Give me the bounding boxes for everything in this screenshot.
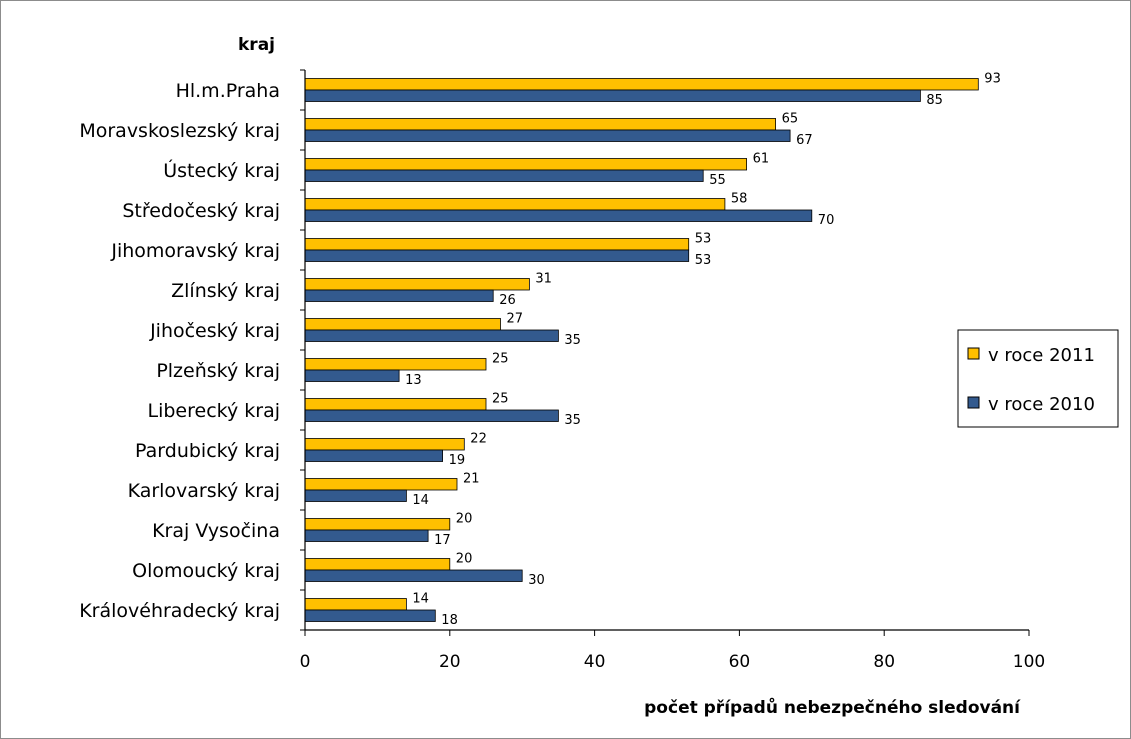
data-label: 19 <box>449 453 466 468</box>
data-label: 35 <box>564 333 581 348</box>
legend-swatch-2010 <box>967 396 980 409</box>
legend-box <box>957 329 1119 428</box>
category-label: Královéhradecký kraj <box>79 600 280 622</box>
bar-2011 <box>304 518 451 531</box>
category-label: Středočeský kraj <box>122 200 280 222</box>
data-label: 21 <box>463 472 480 487</box>
data-label: 26 <box>499 293 516 308</box>
legend-swatch-2011 <box>967 347 980 360</box>
data-label: 20 <box>456 512 473 527</box>
bar-2010 <box>304 89 921 102</box>
bar-2011 <box>304 398 487 411</box>
data-label: 55 <box>709 173 726 188</box>
bar-2010 <box>304 169 704 182</box>
x-axis-title: počet případů nebezpečného sledování <box>644 696 1021 718</box>
bar-2011 <box>304 558 451 571</box>
category-label: Ústecký kraj <box>163 158 280 182</box>
bar-2011 <box>304 358 487 371</box>
data-label: 13 <box>405 373 422 388</box>
bar-2010 <box>304 449 444 462</box>
category-label: Jihočeský kraj <box>149 320 280 342</box>
bar-2011 <box>304 118 777 131</box>
data-label: 85 <box>926 93 943 108</box>
data-label: 25 <box>492 352 509 367</box>
data-label: 93 <box>984 72 1001 87</box>
data-label: 53 <box>695 232 712 247</box>
bar-2011 <box>304 438 465 451</box>
data-label: 22 <box>470 432 487 447</box>
bar-2011 <box>304 198 726 211</box>
x-tick-label: 60 <box>729 652 751 672</box>
bar-2011 <box>304 158 748 171</box>
data-label: 27 <box>507 312 524 327</box>
bar-2010 <box>304 289 494 302</box>
bar-2010 <box>304 329 559 342</box>
data-label: 65 <box>782 112 799 127</box>
bar-2010 <box>304 369 400 382</box>
bar-2010 <box>304 529 429 542</box>
category-label: Moravskoslezský kraj <box>79 120 280 142</box>
x-tick-label: 40 <box>584 652 606 672</box>
category-label: Plzeňský kraj <box>156 360 280 382</box>
legend: v roce 2011 v roce 2010 <box>957 329 1119 428</box>
category-label: Hl.m.Praha <box>176 80 280 102</box>
data-label: 14 <box>412 493 429 508</box>
bar-2010 <box>304 609 436 622</box>
data-label: 67 <box>796 133 813 148</box>
data-label: 70 <box>818 213 835 228</box>
data-label: 53 <box>695 253 712 268</box>
bar-2010 <box>304 489 407 502</box>
x-tick-label: 20 <box>439 652 461 672</box>
data-label: 58 <box>731 192 748 207</box>
data-label: 20 <box>456 552 473 567</box>
bar-2010 <box>304 129 791 142</box>
legend-label-2010: v roce 2010 <box>988 394 1095 415</box>
bar-2010 <box>304 409 559 422</box>
category-label: Kraj Vysočina <box>152 520 280 542</box>
data-label: 25 <box>492 392 509 407</box>
data-label: 31 <box>535 272 552 287</box>
category-label: Jihomoravský kraj <box>110 240 280 262</box>
bar-2011 <box>304 278 530 291</box>
bar-2010 <box>304 249 690 262</box>
bar-2011 <box>304 78 979 91</box>
category-label: Karlovarský kraj <box>128 480 280 502</box>
plot-area: 93 85 Hl.m.Praha 65 67 Moravskoslezský kraj 61… <box>79 69 1045 672</box>
data-label: 18 <box>441 613 458 628</box>
data-label: 35 <box>564 413 581 428</box>
x-tick-label: 100 <box>1013 652 1045 672</box>
x-tick-label: 0 <box>300 652 311 672</box>
bar-2010 <box>304 569 523 582</box>
data-label: 14 <box>412 592 429 607</box>
y-axis-title: kraj <box>238 35 275 55</box>
bar-2011 <box>304 318 501 331</box>
category-label: Olomoucký kraj <box>132 560 280 582</box>
data-label: 61 <box>753 152 770 167</box>
data-label: 30 <box>528 573 545 588</box>
legend-label-2011: v roce 2011 <box>988 345 1095 366</box>
x-tick-label: 80 <box>873 652 895 672</box>
category-label: Zlínský kraj <box>171 280 280 302</box>
bar-2011 <box>304 598 407 611</box>
data-label: 17 <box>434 533 451 548</box>
category-label: Pardubický kraj <box>135 440 280 462</box>
bar-2010 <box>304 209 813 222</box>
category-label: Liberecký kraj <box>148 400 281 422</box>
bar-2011 <box>304 238 690 251</box>
bar-2011 <box>304 478 458 491</box>
